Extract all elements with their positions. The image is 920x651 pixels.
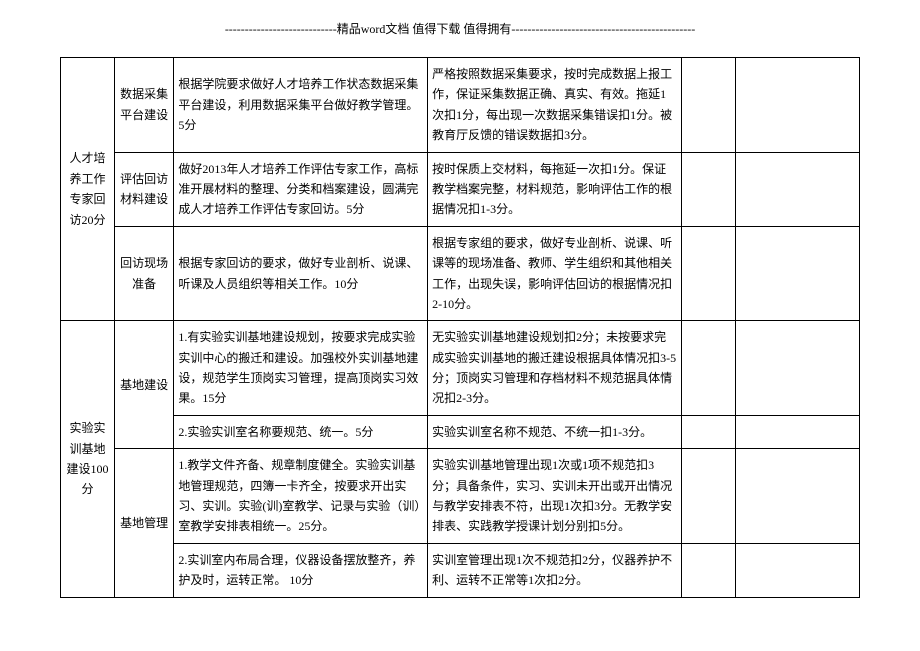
content-cell: 2.实训室内布局合理，仪器设备摆放整齐，养护及时，运转正常。 10分	[174, 543, 428, 597]
table-row: 实验实训基地建设100分 基地建设 1.有实验实训基地建设规划，按要求完成实验实…	[61, 321, 860, 416]
blank-cell	[735, 58, 859, 153]
criteria-cell: 无实验实训基地建设规划扣2分；未按要求完成实验实训基地的搬迁建设根据具体情况扣3…	[428, 321, 682, 416]
content-cell: 根据学院要求做好人才培养工作状态数据采集平台建设，利用数据采集平台做好教学管理。…	[174, 58, 428, 153]
blank-cell	[735, 226, 859, 321]
category-cell: 实验实训基地建设100分	[61, 321, 115, 597]
blank-cell	[681, 449, 735, 544]
subitem-cell: 数据采集平台建设	[114, 58, 173, 153]
criteria-cell: 严格按照数据采集要求，按时完成数据上报工作，保证采集数据正确、真实、有效。拖延1…	[428, 58, 682, 153]
content-cell: 1.有实验实训基地建设规划，按要求完成实验实训中心的搬迁和建设。加强校外实训基地…	[174, 321, 428, 416]
content-cell: 做好2013年人才培养工作评估专家工作，高标准开展材料的整理、分类和档案建设，圆…	[174, 152, 428, 226]
table-row: 2.实训室内布局合理，仪器设备摆放整齐，养护及时，运转正常。 10分 实训室管理…	[61, 543, 860, 597]
table-row: 2.实验实训室名称要规范、统一。5分 实验实训室名称不规范、不统一扣1-3分。	[61, 415, 860, 448]
blank-cell	[735, 415, 859, 448]
table-row: 评估回访材料建设 做好2013年人才培养工作评估专家工作，高标准开展材料的整理、…	[61, 152, 860, 226]
evaluation-table: 人才培养工作专家回访20分 数据采集平台建设 根据学院要求做好人才培养工作状态数…	[60, 57, 860, 598]
criteria-cell: 按时保质上交材料，每拖延一次扣1分。保证教学档案完整，材料规范，影响评估工作的根…	[428, 152, 682, 226]
content-cell: 2.实验实训室名称要规范、统一。5分	[174, 415, 428, 448]
blank-cell	[681, 543, 735, 597]
subitem-cell: 回访现场准备	[114, 226, 173, 321]
category-cell: 人才培养工作专家回访20分	[61, 58, 115, 321]
blank-cell	[735, 152, 859, 226]
blank-cell	[735, 543, 859, 597]
content-cell: 1.教学文件齐备、规章制度健全。实验实训基地管理规范，四簿一卡齐全，按要求开出实…	[174, 449, 428, 544]
criteria-cell: 实训室管理出现1次不规范扣2分，仪器养护不利、运转不正常等1次扣2分。	[428, 543, 682, 597]
subitem-cell: 基地建设	[114, 321, 173, 449]
table-row: 回访现场准备 根据专家回访的要求，做好专业剖析、说课、听课及人员组织等相关工作。…	[61, 226, 860, 321]
criteria-cell: 实验实训室名称不规范、不统一扣1-3分。	[428, 415, 682, 448]
blank-cell	[735, 321, 859, 416]
blank-cell	[681, 226, 735, 321]
criteria-cell: 根据专家组的要求，做好专业剖析、说课、听课等的现场准备、教师、学生组织和其他相关…	[428, 226, 682, 321]
blank-cell	[735, 449, 859, 544]
blank-cell	[681, 321, 735, 416]
criteria-cell: 实验实训基地管理出现1次或1项不规范扣3分；具备条件，实习、实训未开出或开出情况…	[428, 449, 682, 544]
content-cell: 根据专家回访的要求，做好专业剖析、说课、听课及人员组织等相关工作。10分	[174, 226, 428, 321]
blank-cell	[681, 58, 735, 153]
document-header: ----------------------------精品word文档 值得下…	[60, 20, 860, 37]
subitem-cell: 基地管理	[114, 449, 173, 597]
subitem-cell: 评估回访材料建设	[114, 152, 173, 226]
table-row: 基地管理 1.教学文件齐备、规章制度健全。实验实训基地管理规范，四簿一卡齐全，按…	[61, 449, 860, 544]
blank-cell	[681, 152, 735, 226]
table-row: 人才培养工作专家回访20分 数据采集平台建设 根据学院要求做好人才培养工作状态数…	[61, 58, 860, 153]
blank-cell	[681, 415, 735, 448]
